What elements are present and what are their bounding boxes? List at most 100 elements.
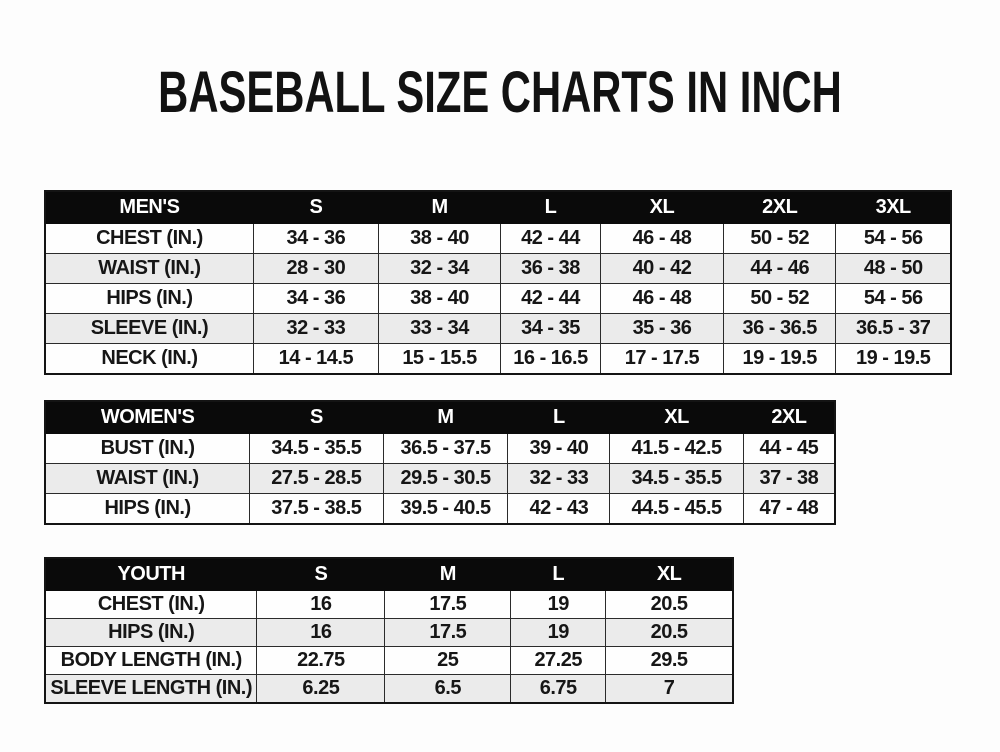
womens-row-bust-in: BUST (IN.) 34.5 - 35.5 36.5 - 37.5 39 - 40 4…: [44, 433, 836, 464]
youth-size-header-m: M: [384, 557, 512, 591]
youth-body-length-in-s: 22.75: [256, 646, 386, 675]
womens-row-label-waist-in: WAIST (IN.): [44, 463, 251, 494]
mens-header-row: MEN'S S M L XL 2XL 3XL: [44, 190, 952, 224]
youth-size-header-xl: XL: [605, 557, 734, 591]
page-title: BASEBALL SIZE CHARTS IN INCH: [158, 60, 842, 125]
youth-row-label-hips-in: HIPS (IN.): [44, 618, 258, 647]
womens-waist-in-l: 32 - 33: [507, 463, 611, 494]
youth-chest-in-l: 19: [510, 590, 607, 619]
mens-hips-in-xl: 46 - 48: [599, 283, 725, 314]
womens-row-label-bust-in: BUST (IN.): [44, 433, 251, 464]
mens-size-header-2xl: 2XL: [723, 190, 837, 224]
youth-hips-in-xl: 20.5: [605, 618, 734, 647]
youth-size-header-l: L: [510, 557, 607, 591]
mens-hips-in-s: 34 - 36: [252, 283, 379, 314]
mens-sleeve-in-2xl: 36 - 36.5: [723, 313, 837, 344]
womens-row-label-hips-in: HIPS (IN.): [44, 493, 251, 525]
mens-waist-in-2xl: 44 - 46: [723, 253, 837, 284]
mens-neck-in-s: 14 - 14.5: [252, 343, 379, 375]
womens-hips-in-m: 39.5 - 40.5: [382, 493, 509, 525]
mens-row-label-hips-in: HIPS (IN.): [44, 283, 254, 314]
mens-waist-in-l: 36 - 38: [500, 253, 601, 284]
mens-chest-in-3xl: 54 - 56: [835, 223, 952, 254]
youth-row-chest-in: CHEST (IN.) 16 17.5 19 20.5: [44, 590, 734, 619]
youth-chest-in-xl: 20.5: [605, 590, 734, 619]
mens-sleeve-in-3xl: 36.5 - 37: [835, 313, 952, 344]
womens-waist-in-xl: 34.5 - 35.5: [609, 463, 744, 494]
womens-row-hips-in: HIPS (IN.) 37.5 - 38.5 39.5 - 40.5 42 - 43 4…: [44, 493, 836, 525]
womens-size-header-m: M: [382, 400, 509, 434]
mens-neck-in-xl: 17 - 17.5: [599, 343, 725, 375]
womens-hips-in-xl: 44.5 - 45.5: [609, 493, 744, 525]
womens-row-waist-in: WAIST (IN.) 27.5 - 28.5 29.5 - 30.5 32 - 33…: [44, 463, 836, 494]
mens-neck-in-2xl: 19 - 19.5: [723, 343, 837, 375]
mens-group-header: MEN'S: [44, 190, 254, 224]
mens-hips-in-2xl: 50 - 52: [723, 283, 837, 314]
youth-hips-in-s: 16: [256, 618, 386, 647]
youth-row-body-length-in: BODY LENGTH (IN.) 22.75 25 27.25 29.5: [44, 646, 734, 675]
mens-row-label-chest-in: CHEST (IN.): [44, 223, 254, 254]
womens-size-header-2xl: 2XL: [742, 400, 836, 434]
womens-bust-in-l: 39 - 40: [507, 433, 611, 464]
womens-size-header-s: S: [249, 400, 384, 434]
youth-row-hips-in: HIPS (IN.) 16 17.5 19 20.5: [44, 618, 734, 647]
mens-row-label-sleeve-in: SLEEVE (IN.): [44, 313, 254, 344]
youth-size-header-s: S: [256, 557, 386, 591]
womens-size-header-xl: XL: [609, 400, 744, 434]
womens-header-row: WOMEN'S S M L XL 2XL: [44, 400, 836, 434]
mens-row-hips-in: HIPS (IN.) 34 - 36 38 - 40 42 - 44 46 - 48 50…: [44, 283, 952, 314]
mens-row-sleeve-in: SLEEVE (IN.) 32 - 33 33 - 34 34 - 35 35 - 36…: [44, 313, 952, 344]
youth-size-table: YOUTH S M L XL CHEST (IN.) 16 17.5 19 20.5 HIPS (…: [44, 557, 734, 704]
mens-row-chest-in: CHEST (IN.) 34 - 36 38 - 40 42 - 44 46 - 48 5…: [44, 223, 952, 254]
mens-sleeve-in-l: 34 - 35: [500, 313, 601, 344]
womens-hips-in-2xl: 47 - 48: [742, 493, 836, 525]
mens-hips-in-l: 42 - 44: [500, 283, 601, 314]
womens-bust-in-m: 36.5 - 37.5: [382, 433, 509, 464]
mens-chest-in-l: 42 - 44: [500, 223, 601, 254]
mens-neck-in-l: 16 - 16.5: [500, 343, 601, 375]
mens-chest-in-xl: 46 - 48: [599, 223, 725, 254]
mens-neck-in-m: 15 - 15.5: [377, 343, 502, 375]
youth-group-header: YOUTH: [44, 557, 258, 591]
youth-sleeve-length-in-s: 6.25: [256, 674, 386, 704]
mens-size-header-s: S: [252, 190, 379, 224]
mens-size-header-l: L: [500, 190, 601, 224]
womens-hips-in-l: 42 - 43: [507, 493, 611, 525]
mens-row-neck-in: NECK (IN.) 14 - 14.5 15 - 15.5 16 - 16.5 17 …: [44, 343, 952, 375]
womens-bust-in-xl: 41.5 - 42.5: [609, 433, 744, 464]
mens-row-waist-in: WAIST (IN.) 28 - 30 32 - 34 36 - 38 40 - 42 4…: [44, 253, 952, 284]
youth-row-sleeve-length-in: SLEEVE LENGTH (IN.) 6.25 6.5 6.75 7: [44, 674, 734, 704]
womens-hips-in-s: 37.5 - 38.5: [249, 493, 384, 525]
youth-row-label-chest-in: CHEST (IN.): [44, 590, 258, 619]
mens-sleeve-in-s: 32 - 33: [252, 313, 379, 344]
mens-row-label-neck-in: NECK (IN.): [44, 343, 254, 375]
womens-waist-in-s: 27.5 - 28.5: [249, 463, 384, 494]
mens-waist-in-xl: 40 - 42: [599, 253, 725, 284]
mens-size-header-m: M: [377, 190, 502, 224]
youth-row-label-body-length-in: BODY LENGTH (IN.): [44, 646, 258, 675]
mens-chest-in-2xl: 50 - 52: [723, 223, 837, 254]
mens-waist-in-3xl: 48 - 50: [835, 253, 952, 284]
mens-sleeve-in-xl: 35 - 36: [599, 313, 725, 344]
youth-body-length-in-l: 27.25: [510, 646, 607, 675]
mens-neck-in-3xl: 19 - 19.5: [835, 343, 952, 375]
youth-body-length-in-xl: 29.5: [605, 646, 734, 675]
womens-size-table: WOMEN'S S M L XL 2XL BUST (IN.) 34.5 - 35.5 36.…: [44, 400, 836, 525]
youth-hips-in-m: 17.5: [384, 618, 512, 647]
mens-hips-in-3xl: 54 - 56: [835, 283, 952, 314]
youth-body-length-in-m: 25: [384, 646, 512, 675]
mens-size-table: MEN'S S M L XL 2XL 3XL CHEST (IN.) 34 - 36 38 - …: [44, 190, 952, 375]
youth-header-row: YOUTH S M L XL: [44, 557, 734, 591]
mens-chest-in-s: 34 - 36: [252, 223, 379, 254]
youth-row-label-sleeve-length-in: SLEEVE LENGTH (IN.): [44, 674, 258, 704]
womens-bust-in-s: 34.5 - 35.5: [249, 433, 384, 464]
youth-sleeve-length-in-xl: 7: [605, 674, 734, 704]
womens-waist-in-m: 29.5 - 30.5: [382, 463, 509, 494]
youth-sleeve-length-in-l: 6.75: [510, 674, 607, 704]
mens-hips-in-m: 38 - 40: [377, 283, 502, 314]
youth-chest-in-s: 16: [256, 590, 386, 619]
mens-sleeve-in-m: 33 - 34: [377, 313, 502, 344]
womens-group-header: WOMEN'S: [44, 400, 251, 434]
mens-size-header-3xl: 3XL: [835, 190, 952, 224]
